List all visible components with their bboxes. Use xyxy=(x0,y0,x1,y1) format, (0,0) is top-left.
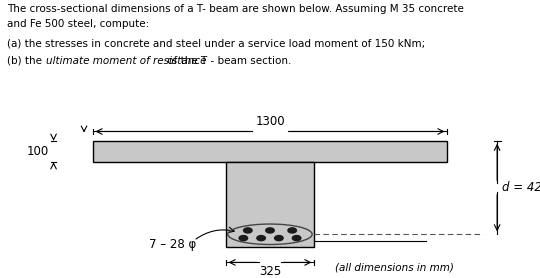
Circle shape xyxy=(239,235,248,241)
Text: (all dimensions in mm): (all dimensions in mm) xyxy=(335,262,454,272)
Circle shape xyxy=(288,228,296,233)
Text: (b) the: (b) the xyxy=(7,56,45,66)
Text: 1300: 1300 xyxy=(255,115,285,128)
Text: ultimate moment of resistance: ultimate moment of resistance xyxy=(46,56,206,66)
Text: of the T - beam section.: of the T - beam section. xyxy=(164,56,291,66)
Text: 7 – 28 φ: 7 – 28 φ xyxy=(149,239,196,251)
Text: d = 420: d = 420 xyxy=(502,181,540,194)
Circle shape xyxy=(257,235,265,241)
Bar xyxy=(226,162,314,247)
Circle shape xyxy=(292,235,301,241)
Text: 100: 100 xyxy=(27,145,49,158)
Circle shape xyxy=(244,228,252,233)
Text: 325: 325 xyxy=(259,265,281,277)
Bar xyxy=(92,141,448,162)
Text: (a) the stresses in concrete and steel under a service load moment of 150 kNm;: (a) the stresses in concrete and steel u… xyxy=(7,39,426,49)
Circle shape xyxy=(275,235,283,241)
Text: The cross-sectional dimensions of a T- beam are shown below. Assuming M 35 concr: The cross-sectional dimensions of a T- b… xyxy=(7,4,464,14)
Circle shape xyxy=(266,228,274,233)
Text: and Fe 500 steel, compute:: and Fe 500 steel, compute: xyxy=(7,19,149,29)
